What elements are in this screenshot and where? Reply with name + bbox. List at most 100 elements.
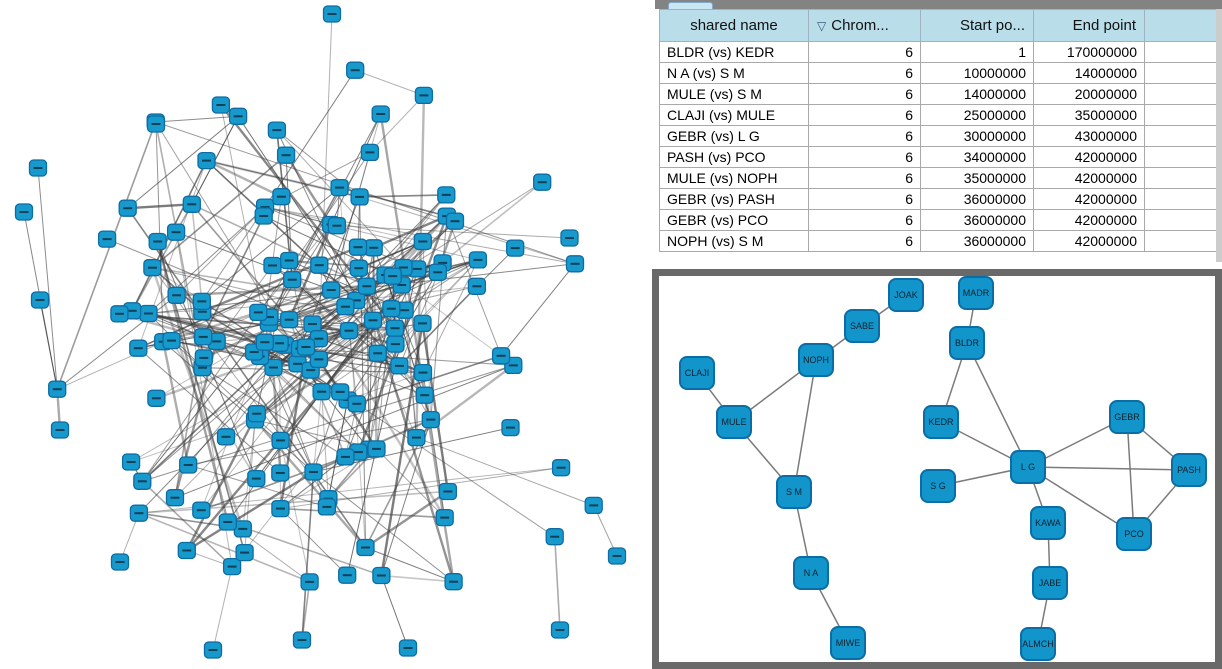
graph-node[interactable] xyxy=(607,547,627,565)
graph-node[interactable] xyxy=(276,146,296,164)
graph-node[interactable] xyxy=(414,86,434,105)
table-row[interactable]: GEBR (vs) L G6300000004300000016.9 xyxy=(659,125,1222,147)
graph-node-KEDR[interactable]: KEDR xyxy=(923,405,959,439)
table-cell[interactable]: 6 xyxy=(808,230,921,252)
table-row[interactable]: PASH (vs) PCO6340000004200000011.4 xyxy=(659,146,1222,168)
graph-node[interactable] xyxy=(263,256,282,275)
graph-node[interactable] xyxy=(437,186,456,204)
table-cell[interactable]: 11.4 xyxy=(1144,146,1222,168)
graph-node[interactable] xyxy=(322,5,342,23)
graph-node[interactable] xyxy=(356,538,375,557)
table-row[interactable]: GEBR (vs) PCO636000000420000008.4 xyxy=(659,209,1222,231)
table-cell[interactable]: 36000000 xyxy=(920,188,1034,210)
graph-node-BLDR[interactable]: BLDR xyxy=(949,326,985,360)
graph-node[interactable] xyxy=(280,251,299,270)
graph-edge-BLDR-LG[interactable] xyxy=(966,342,1029,468)
graph-node[interactable] xyxy=(203,641,223,659)
table-row[interactable]: NOPH (vs) S M636000000420000009.9 xyxy=(659,230,1222,252)
graph-node[interactable] xyxy=(357,277,377,295)
table-cell[interactable]: 8.4 xyxy=(1144,209,1222,231)
table-cell[interactable]: 10000000 xyxy=(920,62,1034,84)
table-cell[interactable]: 5.9 xyxy=(1144,104,1222,126)
column-header-startpo[interactable]: Start po... xyxy=(920,9,1034,42)
graph-node[interactable] xyxy=(565,255,585,273)
graph-node[interactable] xyxy=(146,115,166,133)
graph-node[interactable] xyxy=(14,203,34,221)
table-cell[interactable]: 7.5 xyxy=(1144,83,1222,105)
table-cell[interactable]: 9.9 xyxy=(1144,230,1222,252)
graph-node[interactable] xyxy=(368,344,387,362)
graph-node[interactable] xyxy=(467,277,487,295)
graph-node[interactable] xyxy=(438,482,458,501)
graph-node[interactable] xyxy=(413,232,432,251)
graph-node[interactable] xyxy=(385,319,405,337)
graph-node[interactable] xyxy=(118,199,137,217)
graph-node-SM[interactable]: S M xyxy=(776,475,812,509)
main-network-view[interactable] xyxy=(0,0,652,669)
graph-node[interactable] xyxy=(194,349,213,367)
graph-node[interactable] xyxy=(408,260,427,278)
graph-edge-LG-PASH[interactable] xyxy=(1027,466,1190,471)
graph-node[interactable] xyxy=(28,159,48,177)
graph-node[interactable] xyxy=(545,528,564,546)
graph-node[interactable] xyxy=(560,229,579,247)
graph-node-SABE[interactable]: SABE xyxy=(844,309,880,343)
table-cell[interactable]: N A (vs) S M xyxy=(659,62,809,84)
graph-node[interactable] xyxy=(303,315,322,333)
graph-node[interactable] xyxy=(194,328,213,346)
graph-node[interactable] xyxy=(364,239,383,257)
table-row[interactable]: CLAJI (vs) MULE625000000350000005.9 xyxy=(659,104,1222,126)
graph-node[interactable] xyxy=(348,238,368,256)
table-cell[interactable]: 30000000 xyxy=(920,125,1034,147)
graph-node[interactable] xyxy=(272,188,291,206)
graph-node[interactable] xyxy=(551,459,571,477)
graph-node-JOAK[interactable]: JOAK xyxy=(888,278,924,312)
graph-node-PCO[interactable]: PCO xyxy=(1116,517,1152,551)
graph-node[interactable] xyxy=(247,405,266,423)
graph-node[interactable] xyxy=(97,230,117,248)
table-cell[interactable]: GEBR (vs) PASH xyxy=(659,188,809,210)
graph-node[interactable] xyxy=(147,389,166,407)
table-row[interactable]: MULE (vs) NOPH6350000004200000010.5 xyxy=(659,167,1222,189)
graph-node[interactable] xyxy=(327,217,347,235)
table-cell[interactable]: GEBR (vs) L G xyxy=(659,125,809,147)
graph-node[interactable] xyxy=(428,263,447,281)
graph-node[interactable] xyxy=(121,453,141,471)
graph-node-KAWA[interactable]: KAWA xyxy=(1030,506,1066,540)
table-cell[interactable]: 6 xyxy=(808,209,921,231)
graph-node[interactable] xyxy=(322,281,341,299)
graph-node[interactable] xyxy=(372,566,391,585)
graph-node[interactable] xyxy=(129,339,148,357)
graph-node-LG[interactable]: L G xyxy=(1010,450,1046,484)
graph-node[interactable] xyxy=(336,298,355,316)
table-cell[interactable]: 42000000 xyxy=(1033,146,1145,168)
table-cell[interactable]: 170000000 xyxy=(1033,41,1145,63)
graph-node[interactable] xyxy=(360,143,380,162)
graph-node[interactable] xyxy=(207,332,226,351)
graph-node[interactable] xyxy=(336,448,355,466)
table-cell[interactable]: 42000000 xyxy=(1033,209,1145,231)
graph-node-GEBR[interactable]: GEBR xyxy=(1109,400,1145,434)
graph-node[interactable] xyxy=(398,639,418,657)
table-cell[interactable]: 25000000 xyxy=(920,104,1034,126)
graph-node[interactable] xyxy=(413,363,433,382)
graph-node[interactable] xyxy=(143,259,162,277)
graph-node[interactable] xyxy=(584,496,603,515)
sub-network-view[interactable]: JOAK SABE NOPH CLAJI MULE S M N A MIWE MADR BLDR K… xyxy=(652,269,1222,669)
column-header-endpoint[interactable]: End point xyxy=(1033,9,1145,42)
graph-node[interactable] xyxy=(533,173,552,191)
graph-node[interactable] xyxy=(271,499,290,518)
table-cell[interactable]: 6.6 xyxy=(1144,62,1222,84)
table-cell[interactable]: CLAJI (vs) MULE xyxy=(659,104,809,126)
graph-node[interactable] xyxy=(445,212,465,230)
graph-node[interactable] xyxy=(349,259,368,277)
graph-node[interactable] xyxy=(415,386,434,404)
table-tab[interactable] xyxy=(668,2,713,9)
graph-node[interactable] xyxy=(110,553,130,571)
graph-node-MIWE[interactable]: MIWE xyxy=(830,626,866,660)
graph-node[interactable] xyxy=(501,418,520,437)
column-header-sharedname[interactable]: shared name xyxy=(659,9,809,42)
graph-node[interactable] xyxy=(300,573,319,591)
table-cell[interactable]: 6 xyxy=(808,104,921,126)
table-cell[interactable]: PASH (vs) PCO xyxy=(659,146,809,168)
